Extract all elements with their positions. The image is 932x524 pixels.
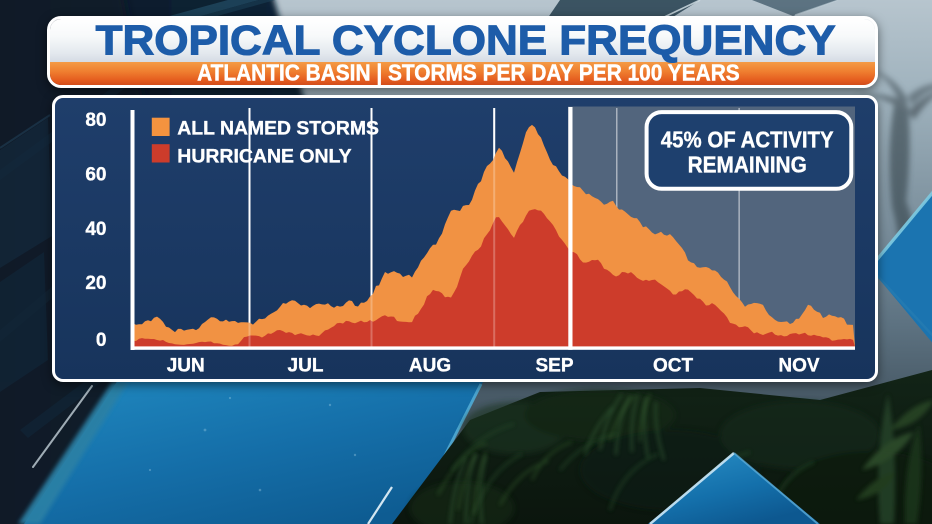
svg-text:AUG: AUG	[409, 356, 451, 377]
svg-text:60: 60	[85, 165, 106, 186]
svg-text:TROPICAL CYCLONE FREQUENCY: TROPICAL CYCLONE FREQUENCY	[96, 16, 836, 63]
svg-text:SEP: SEP	[535, 356, 573, 377]
svg-text:JUL: JUL	[288, 356, 324, 377]
svg-text:20: 20	[85, 273, 106, 294]
svg-text:45% OF ACTIVITY: 45% OF ACTIVITY	[661, 127, 834, 153]
svg-text:ATLANTIC BASIN | STORMS PER DA: ATLANTIC BASIN | STORMS PER DAY PER 100 …	[197, 60, 740, 86]
svg-text:40: 40	[85, 219, 106, 240]
svg-text:OCT: OCT	[653, 356, 694, 377]
svg-text:ALL NAMED STORMS: ALL NAMED STORMS	[177, 119, 379, 140]
svg-text:JUN: JUN	[167, 356, 205, 377]
svg-text:HURRICANE ONLY: HURRICANE ONLY	[177, 147, 352, 168]
svg-text:0: 0	[96, 330, 107, 351]
svg-text:REMAINING: REMAINING	[688, 151, 807, 177]
svg-text:NOV: NOV	[778, 356, 820, 377]
svg-text:80: 80	[85, 110, 106, 131]
